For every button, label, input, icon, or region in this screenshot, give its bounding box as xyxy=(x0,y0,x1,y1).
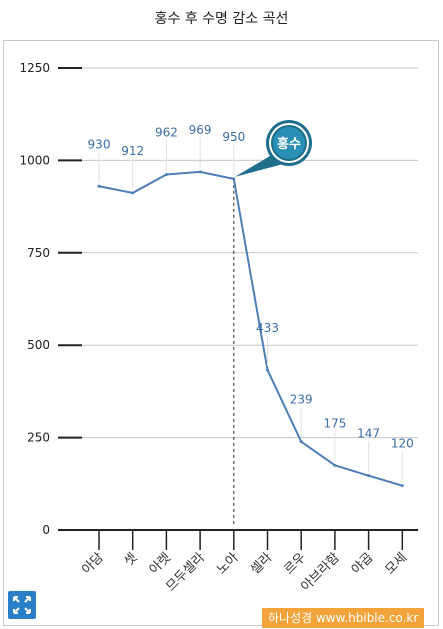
data-label: 930 xyxy=(88,137,111,151)
data-label: 969 xyxy=(189,123,212,137)
data-label: 962 xyxy=(155,125,178,139)
data-labels: 930 912 962 969 950 433 239 175 147 120 xyxy=(88,123,414,482)
data-point xyxy=(131,191,135,195)
data-label: 950 xyxy=(222,130,245,144)
y-tick-label: 1250 xyxy=(19,61,50,75)
x-tick-label: 셀라 xyxy=(248,550,276,578)
badge-ring xyxy=(269,123,309,163)
chart-title: 홍수 후 수명 감소 곡선 xyxy=(154,11,289,27)
y-tick-label: 1000 xyxy=(19,153,50,167)
gridlines xyxy=(82,67,418,439)
y-tick-label: 500 xyxy=(27,338,50,352)
flood-badge-label: 홍수 xyxy=(277,136,301,152)
data-label: 912 xyxy=(121,144,144,158)
data-point xyxy=(367,474,371,478)
watermark-logo: 하나성경 www.hbible.co.kr xyxy=(262,608,425,628)
x-tick-label: 셋 xyxy=(121,550,140,569)
x-tick-label: 아담 xyxy=(79,550,107,578)
y-tick-label: 250 xyxy=(27,431,50,445)
x-tick-label: 아렛 xyxy=(147,550,175,578)
flood-annotation: 홍수 xyxy=(233,120,312,526)
series-line-path xyxy=(98,170,403,487)
x-tick-label: 르우 xyxy=(282,550,310,578)
data-point xyxy=(299,440,303,444)
expand-arrows-icon xyxy=(13,596,31,614)
series-line xyxy=(97,170,404,488)
y-tick-label: 750 xyxy=(27,246,50,260)
x-tick-label: 야곱 xyxy=(349,550,377,578)
y-tick-label: 0 xyxy=(42,523,50,537)
chart-frame xyxy=(3,40,439,626)
data-label: 433 xyxy=(256,321,279,335)
data-point xyxy=(333,463,337,467)
data-label: 147 xyxy=(357,427,380,441)
data-point xyxy=(164,172,168,176)
data-label: 175 xyxy=(323,416,346,430)
data-point xyxy=(400,484,404,488)
data-point xyxy=(232,177,236,181)
data-point xyxy=(198,170,202,174)
badge-inner-circle xyxy=(273,127,305,159)
data-point xyxy=(266,368,269,372)
x-tick-label: 노아 xyxy=(214,550,242,578)
data-label: 239 xyxy=(290,393,313,407)
x-tick-label: 모세 xyxy=(383,550,411,578)
data-point xyxy=(97,184,101,188)
expand-button[interactable] xyxy=(8,591,36,619)
data-label: 120 xyxy=(391,437,414,451)
